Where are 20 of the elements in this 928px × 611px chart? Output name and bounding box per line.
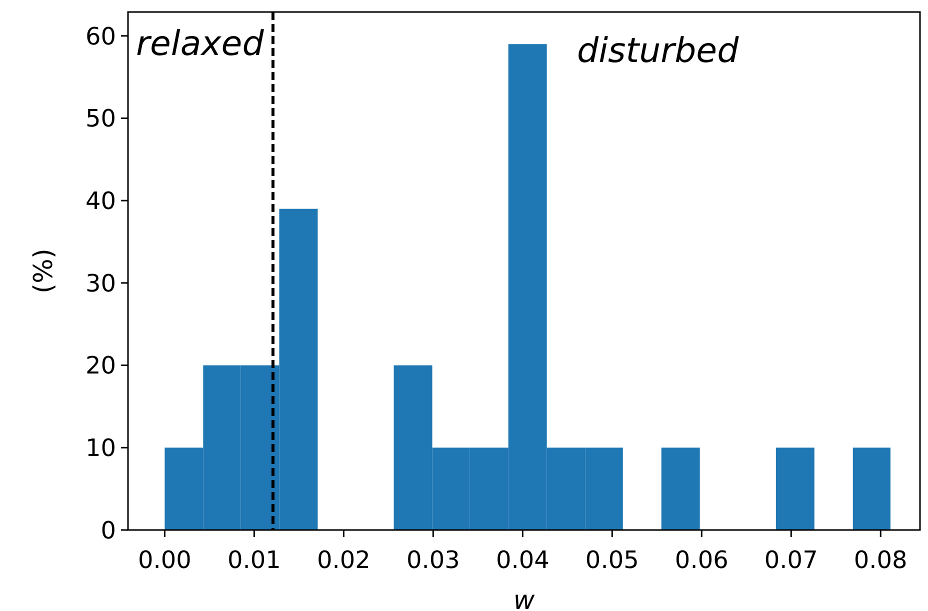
y-tick-label: 60 (85, 22, 116, 50)
x-tick-label: 0.00 (138, 546, 192, 574)
x-tick-label: 0.04 (496, 546, 550, 574)
x-tick-label: 0.06 (674, 546, 728, 574)
x-tick-label: 0.08 (854, 546, 908, 574)
y-tick-label: 20 (85, 352, 116, 380)
x-tick-label: 0.01 (227, 546, 281, 574)
annotation: relaxed (136, 24, 264, 64)
x-tick-label: 0.02 (316, 546, 370, 574)
x-tick-label: 0.03 (406, 546, 460, 574)
y-tick-label: 10 (85, 434, 116, 462)
x-tick-label: 0.07 (764, 546, 818, 574)
annotation: disturbed (577, 31, 740, 71)
y-tick-label: 0 (100, 516, 116, 544)
y-tick-label: 40 (85, 186, 116, 215)
y-axis-title: (%) (29, 248, 59, 294)
y-tick-label: 30 (85, 269, 116, 298)
x-axis-title: w (513, 586, 536, 611)
y-tick-label: 50 (85, 104, 116, 133)
x-tick-label: 0.05 (585, 546, 639, 574)
